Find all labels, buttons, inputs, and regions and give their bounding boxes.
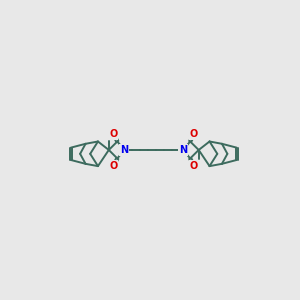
Text: O: O <box>109 161 118 171</box>
Text: O: O <box>190 129 198 139</box>
Text: N: N <box>179 145 187 155</box>
Text: O: O <box>190 161 198 171</box>
Text: O: O <box>109 129 118 139</box>
Text: N: N <box>120 145 128 155</box>
